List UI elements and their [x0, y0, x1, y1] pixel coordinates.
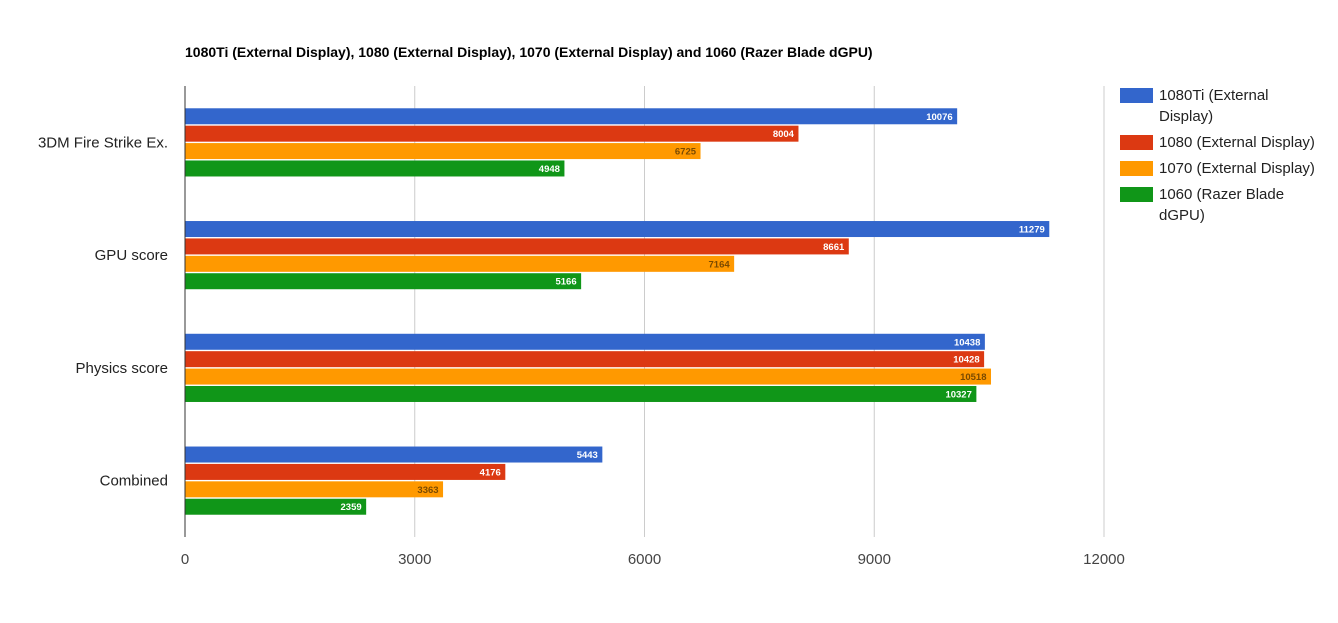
x-tick-label: 12000 — [1083, 551, 1125, 568]
bar-value-label: 3363 — [417, 485, 438, 496]
category-label: 3DM Fire Strike Ex. — [38, 134, 168, 151]
bar-value-label: 7164 — [709, 259, 731, 270]
bar-value-label: 10438 — [954, 337, 980, 348]
legend-label: dGPU) — [1159, 207, 1205, 224]
bar — [185, 143, 701, 160]
bar — [185, 221, 1050, 238]
x-tick-label: 3000 — [398, 551, 431, 568]
bar-value-label: 5166 — [555, 277, 576, 288]
legend-swatch — [1120, 187, 1153, 202]
category-label: Physics score — [75, 360, 168, 377]
x-tick-label: 6000 — [628, 551, 661, 568]
bar — [185, 160, 565, 177]
legend-swatch — [1120, 88, 1153, 103]
bar-value-label: 8661 — [823, 242, 845, 253]
legend: 1080Ti (External Display) 1080 (External D… — [1120, 87, 1315, 224]
bar-value-label: 2359 — [341, 502, 362, 513]
bar — [185, 351, 985, 368]
bar-value-label: 4948 — [539, 164, 560, 175]
bar-value-label: 5443 — [577, 450, 598, 461]
bar — [185, 273, 582, 290]
bar-value-label: 10428 — [953, 355, 979, 366]
bar-value-label: 8004 — [773, 129, 795, 140]
bar — [185, 333, 985, 350]
bar — [185, 255, 735, 272]
category-label: Combined — [100, 473, 168, 490]
legend-label: 1060 (Razer Blade — [1159, 186, 1284, 203]
legend-label: 1080Ti (External — [1159, 87, 1269, 104]
bar — [185, 368, 992, 385]
bar-value-label: 4176 — [480, 467, 501, 478]
bar — [185, 125, 799, 142]
bar — [185, 385, 977, 402]
bar — [185, 463, 506, 480]
bar — [185, 108, 958, 125]
x-tick-label: 9000 — [858, 551, 891, 568]
bar — [185, 446, 603, 463]
bar — [185, 238, 849, 255]
bar-value-label: 10327 — [945, 389, 971, 400]
legend-swatch — [1120, 135, 1153, 150]
x-tick-labels: 0 3000 6000 9000 12000 — [181, 551, 1125, 568]
x-tick-label: 0 — [181, 551, 189, 568]
legend-label: 1080 (External Display) — [1159, 134, 1315, 151]
bar-value-label: 6725 — [675, 147, 697, 158]
legend-label: 1070 (External Display) — [1159, 160, 1315, 177]
bar — [185, 498, 367, 515]
category-label: GPU score — [95, 247, 168, 264]
bar-value-label: 10076 — [926, 112, 952, 123]
bar — [185, 481, 444, 498]
bars: 10076 8004 6725 4948 11279 8661 7164 5166 10438 1… — [185, 108, 1050, 515]
bar-value-label: 10518 — [960, 372, 986, 383]
category-labels: 3DM Fire Strike Ex. GPU score Physics scor… — [38, 134, 168, 489]
chart-title: 1080Ti (External Display), 1080 (Externa… — [185, 44, 873, 60]
bar-value-label: 11279 — [1019, 225, 1045, 236]
legend-swatch — [1120, 161, 1153, 176]
legend-label: Display) — [1159, 108, 1213, 125]
